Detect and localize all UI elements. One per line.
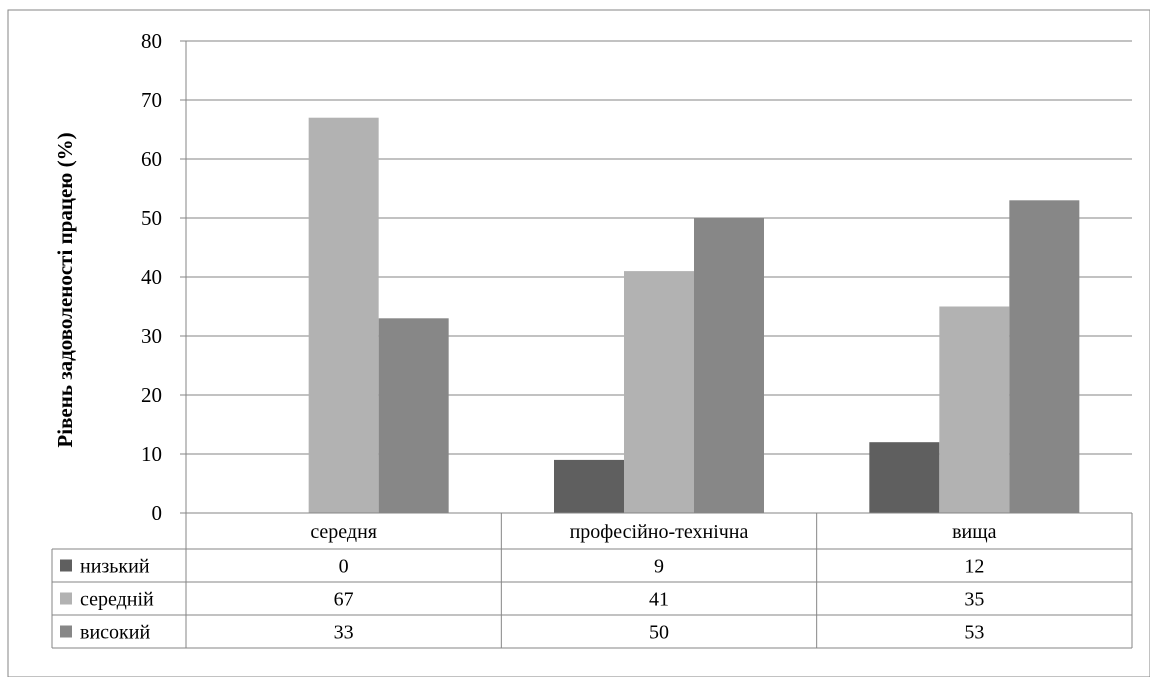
y-tick-label: 30	[141, 324, 162, 348]
y-tick-label: 60	[141, 147, 162, 171]
legend-label: середній	[80, 589, 154, 611]
y-axis-label: Рівень задоволеності працею (%)	[53, 132, 77, 447]
x-tick-label: професійно-технічна	[570, 521, 749, 543]
data-label: 33	[334, 622, 354, 644]
y-tick-label: 50	[141, 206, 162, 230]
data-label: 67	[334, 589, 354, 611]
data-label: 12	[964, 556, 984, 578]
data-label: 53	[964, 622, 984, 644]
bars	[308, 117, 1080, 514]
data-label: 35	[964, 589, 984, 611]
bar-високий-вища	[1009, 200, 1080, 514]
y-tick-label: 80	[141, 29, 162, 53]
y-tick-label: 0	[152, 501, 163, 525]
legend-label: високий	[80, 622, 150, 644]
y-tick-label: 70	[141, 88, 162, 112]
legend-swatch	[60, 559, 72, 572]
bar-низький-вища	[869, 442, 940, 513]
data-label: 41	[649, 589, 669, 611]
bar-високий-професійно-технічна	[694, 218, 764, 513]
data-label: 50	[649, 622, 669, 644]
legend-swatch	[60, 592, 72, 605]
bar-низький-професійно-технічна	[554, 459, 624, 513]
bar-середній-професійно-технічна	[624, 271, 694, 513]
y-tick-label: 40	[141, 265, 162, 289]
bar-середній-вища	[939, 306, 1010, 513]
x-tick-label: вища	[952, 521, 997, 543]
data-label: 0	[339, 556, 349, 578]
data-table: середня професійно-технічна вища низький 0 9 1…	[51, 512, 1133, 649]
legend-swatch	[60, 625, 72, 638]
y-tick-label: 20	[141, 383, 162, 407]
bar-високий-середня	[378, 318, 449, 513]
y-axis-ticks: 0 10 20 30 40 50 60 70 80	[141, 29, 162, 525]
legend-label: низький	[80, 556, 150, 578]
bar-середній-середня	[308, 117, 379, 513]
x-tick-label: середня	[310, 521, 377, 543]
y-tick-label: 10	[141, 442, 162, 466]
data-label: 9	[654, 556, 664, 578]
